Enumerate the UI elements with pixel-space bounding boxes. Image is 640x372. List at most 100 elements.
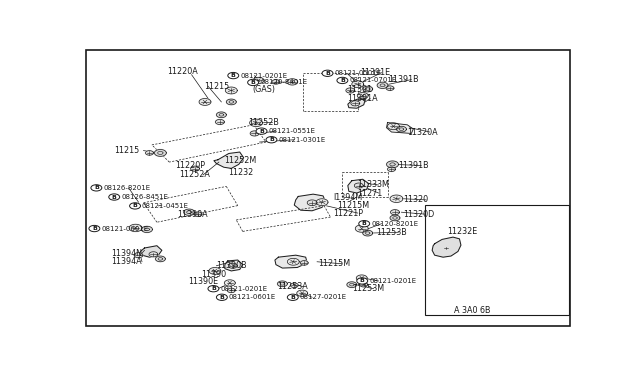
Polygon shape: [253, 77, 264, 84]
Text: B: B: [362, 221, 367, 226]
Polygon shape: [307, 200, 317, 206]
Text: 08121-0551E: 08121-0551E: [269, 128, 316, 134]
Text: 11320: 11320: [403, 195, 429, 204]
Polygon shape: [351, 101, 360, 106]
Text: 11391B: 11391B: [388, 75, 419, 84]
Circle shape: [228, 73, 239, 79]
Text: B: B: [220, 295, 224, 300]
Circle shape: [256, 128, 267, 134]
Polygon shape: [348, 99, 365, 108]
Polygon shape: [145, 151, 154, 155]
Polygon shape: [387, 122, 413, 134]
Circle shape: [287, 294, 298, 301]
Polygon shape: [225, 87, 237, 94]
Text: 08121-0601E: 08121-0601E: [229, 294, 276, 300]
Text: 11333M: 11333M: [356, 180, 388, 189]
Text: 08121-0201E: 08121-0201E: [240, 73, 287, 78]
Circle shape: [359, 221, 370, 227]
Text: 11390: 11390: [202, 270, 227, 279]
Text: 08121-0201E: 08121-0201E: [220, 286, 268, 292]
Polygon shape: [141, 246, 162, 257]
Polygon shape: [227, 288, 236, 293]
Text: 11252B: 11252B: [249, 118, 280, 127]
Polygon shape: [316, 199, 328, 206]
Text: 08120-8401E: 08120-8401E: [260, 80, 307, 86]
Circle shape: [248, 79, 259, 86]
Polygon shape: [390, 210, 399, 215]
Text: 11220P: 11220P: [175, 161, 205, 170]
Text: 08126-8451E: 08126-8451E: [121, 194, 168, 200]
Polygon shape: [156, 256, 165, 262]
Text: 11215: 11215: [204, 82, 229, 91]
Text: 11391B: 11391B: [399, 161, 429, 170]
Text: 11252A: 11252A: [179, 170, 210, 179]
Text: 11271: 11271: [356, 189, 382, 198]
Text: B: B: [291, 295, 295, 300]
Polygon shape: [214, 152, 244, 169]
Polygon shape: [227, 99, 236, 105]
Bar: [425, 205, 568, 315]
Text: 11391: 11391: [347, 86, 372, 94]
Circle shape: [208, 286, 219, 292]
Text: 11221P: 11221P: [333, 209, 363, 218]
Circle shape: [216, 294, 227, 301]
Text: B: B: [231, 73, 236, 78]
Polygon shape: [272, 80, 280, 84]
Polygon shape: [346, 88, 355, 93]
Polygon shape: [199, 99, 211, 105]
Text: B: B: [259, 129, 264, 134]
Polygon shape: [355, 225, 368, 232]
Circle shape: [91, 185, 102, 191]
Text: B: B: [94, 185, 99, 190]
Polygon shape: [396, 126, 406, 132]
Polygon shape: [360, 282, 367, 287]
Polygon shape: [225, 260, 243, 271]
Polygon shape: [228, 263, 237, 268]
Text: 11215M: 11215M: [337, 201, 369, 209]
Text: 11253A: 11253A: [277, 282, 308, 291]
Text: 08121-0451E: 08121-0451E: [142, 203, 189, 209]
Polygon shape: [363, 86, 372, 92]
Text: B: B: [251, 80, 255, 85]
Polygon shape: [250, 131, 259, 136]
Text: 11232: 11232: [228, 168, 253, 177]
Text: B: B: [132, 203, 138, 208]
Polygon shape: [356, 275, 367, 281]
Polygon shape: [388, 167, 396, 171]
Polygon shape: [432, 237, 461, 257]
Text: 08127-0201E: 08127-0201E: [300, 294, 347, 300]
Text: 11215: 11215: [114, 146, 139, 155]
Polygon shape: [154, 150, 166, 156]
Text: B: B: [112, 195, 116, 199]
Text: 11215M: 11215M: [318, 259, 350, 268]
Polygon shape: [377, 82, 388, 89]
Polygon shape: [300, 261, 308, 265]
Polygon shape: [277, 281, 287, 287]
Circle shape: [89, 225, 100, 232]
Polygon shape: [250, 119, 262, 126]
Polygon shape: [390, 215, 400, 221]
Text: 11390E: 11390E: [188, 277, 218, 286]
Polygon shape: [297, 290, 308, 296]
Text: I1394M: I1394M: [333, 193, 362, 202]
Polygon shape: [216, 112, 227, 118]
Text: B: B: [340, 78, 345, 83]
Text: 11252M: 11252M: [224, 156, 256, 165]
Circle shape: [322, 70, 333, 76]
Polygon shape: [191, 166, 200, 171]
Text: 08120-8201E: 08120-8201E: [371, 221, 419, 227]
Text: 11253M: 11253M: [352, 284, 384, 293]
Text: 11391A: 11391A: [347, 94, 378, 103]
Polygon shape: [216, 119, 225, 125]
Text: B: B: [325, 71, 330, 76]
Polygon shape: [357, 93, 368, 99]
Polygon shape: [194, 212, 202, 217]
Text: 11390B: 11390B: [216, 261, 247, 270]
Polygon shape: [149, 252, 158, 257]
Polygon shape: [363, 230, 372, 236]
Text: 11390A: 11390A: [177, 210, 207, 219]
Polygon shape: [348, 179, 369, 193]
Polygon shape: [294, 194, 326, 211]
Polygon shape: [352, 81, 364, 87]
Text: 08126-8201E: 08126-8201E: [103, 185, 150, 191]
